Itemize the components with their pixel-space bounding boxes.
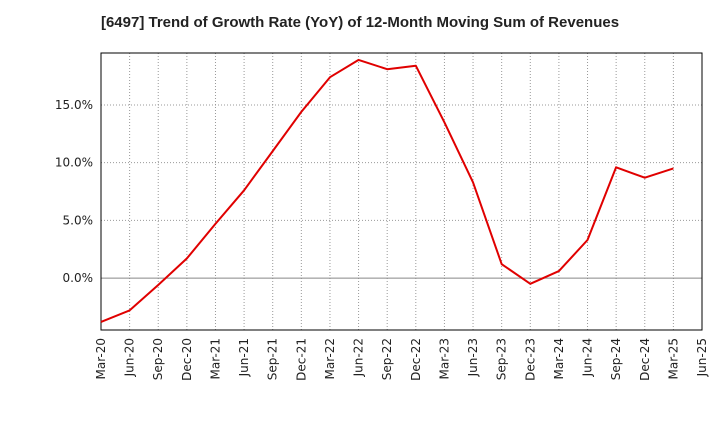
x-axis-ticks: Mar-20 Jun-20 Sep-20 Dec-20 Mar-21 Jun-21 Sep-…	[94, 338, 709, 381]
x-tick-label: Dec-22	[409, 338, 423, 381]
series-layer	[100, 58, 674, 323]
x-tick-label: Mar-23	[437, 338, 451, 379]
x-tick-label: Sep-21	[266, 338, 280, 380]
x-tick-label: Mar-22	[323, 338, 337, 379]
series-line	[100, 58, 674, 323]
x-tick-label: Mar-24	[552, 338, 566, 379]
x-tick-label: Dec-20	[180, 338, 194, 381]
chart-title: [6497] Trend of Growth Rate (YoY) of 12-…	[100, 14, 620, 31]
x-tick-label: Sep-23	[495, 338, 509, 380]
x-tick-label: Jun-22	[352, 338, 366, 377]
x-tick-label: Sep-20	[151, 338, 165, 380]
x-tick-label: Mar-25	[666, 338, 680, 379]
x-tick-label: Jun-23	[466, 338, 480, 377]
x-tick-label: Mar-20	[94, 338, 108, 379]
plot-frame	[100, 52, 703, 331]
grid-layer	[101, 53, 702, 330]
y-tick-label: 0.0%	[63, 271, 94, 285]
x-tick-label: Dec-21	[294, 338, 308, 381]
x-tick-label: Dec-23	[523, 338, 537, 381]
x-tick-label: Mar-21	[208, 338, 222, 379]
x-tick-label: Dec-24	[638, 338, 652, 381]
y-tick-label: 5.0%	[63, 213, 94, 227]
y-axis-ticks: 0.0% 5.0% 10.0% 15.0%	[55, 98, 93, 285]
x-tick-label: Jun-24	[581, 338, 595, 377]
y-tick-label: 15.0%	[55, 98, 93, 112]
x-tick-label: Jun-20	[123, 338, 137, 377]
y-tick-label: 10.0%	[55, 156, 93, 170]
x-tick-label: Sep-24	[609, 338, 623, 380]
x-tick-label: Jun-21	[237, 338, 251, 377]
x-tick-label: Jun-25	[695, 338, 709, 377]
x-tick-label: Sep-22	[380, 338, 394, 380]
